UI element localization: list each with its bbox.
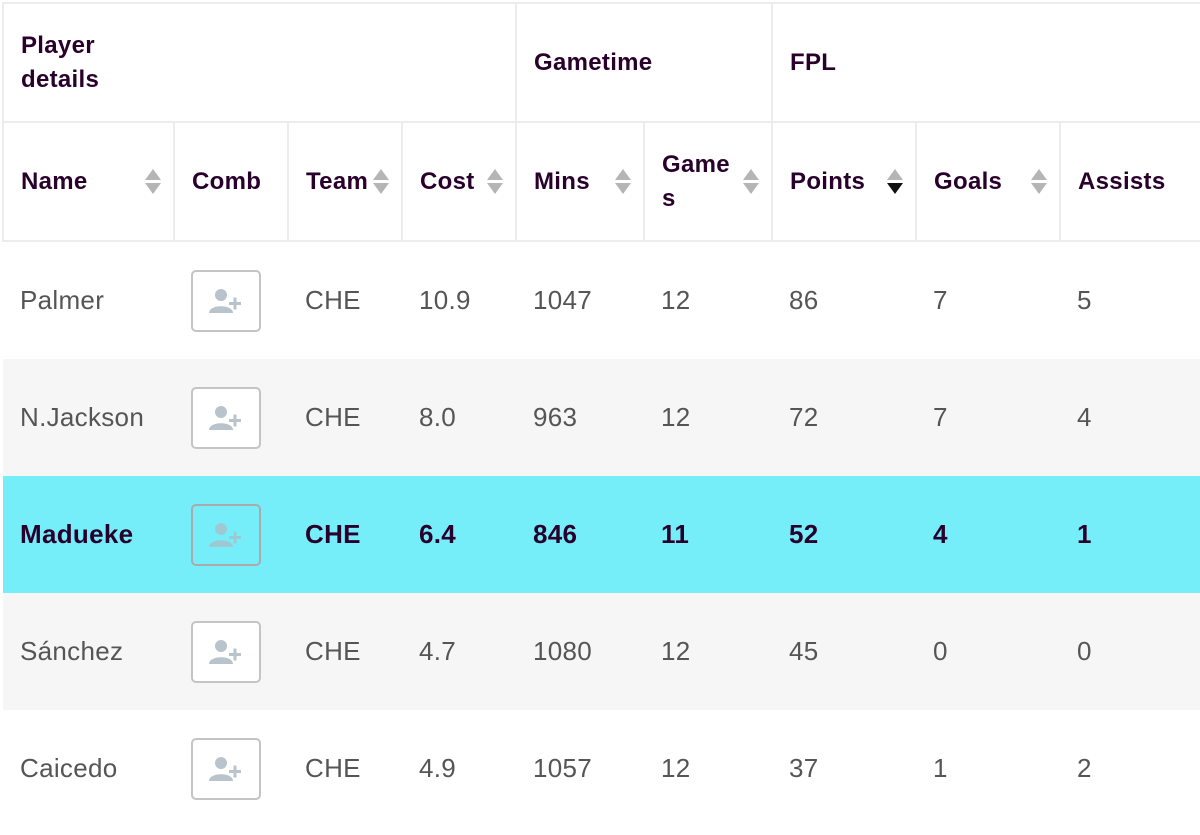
column-header-goals-label: Goals [934,167,1003,195]
assists: 4 [1060,359,1200,476]
sort-icon [487,168,503,195]
player-name: Palmer [3,241,174,359]
add-to-comb-button[interactable] [191,620,261,683]
points: 37 [772,710,917,827]
player-name: Sánchez [3,593,174,710]
cost: 4.9 [402,710,516,827]
add-to-comb-button[interactable] [191,503,261,566]
player-name: N.Jackson [3,359,174,476]
team: CHE [288,593,402,710]
assists: 1 [1060,476,1200,593]
column-header-points[interactable]: Points [771,121,918,242]
mins: 963 [516,359,644,476]
column-header-mins-label: Mins [534,167,590,195]
games: 12 [644,710,773,827]
team: CHE [288,359,402,476]
assists: 0 [1060,593,1200,710]
assists: 2 [1060,710,1200,827]
mins: 1080 [516,593,644,710]
points: 52 [772,476,917,593]
add-to-comb-button[interactable] [191,269,261,332]
add-to-comb-button[interactable] [191,386,261,449]
table-row: N.Jackson CHE 8.0 963 12 72 7 4 [3,359,1200,476]
team: CHE [288,476,402,593]
sort-icon [615,168,631,195]
points: 45 [772,593,917,710]
goals: 4 [916,476,1061,593]
games: 12 [644,593,773,710]
sort-icon [743,168,760,195]
column-header-team-label: Team [306,167,369,195]
column-header-mins[interactable]: Mins [515,121,645,242]
add-user-icon [209,756,241,781]
add-to-comb-button[interactable] [191,737,261,800]
mins: 1047 [516,241,644,359]
column-header-comb: Comb [173,121,289,242]
group-gametime: Gametime [514,2,774,123]
comb-cell [174,593,288,710]
mins: 1057 [516,710,644,827]
cost: 8.0 [402,359,516,476]
goals: 7 [916,359,1061,476]
comb-cell [174,710,288,827]
team: CHE [288,241,402,359]
sort-icon [145,168,161,195]
sort-icon [373,168,389,195]
add-user-icon [209,522,241,547]
add-user-icon [209,288,241,313]
column-header-cost-label: Cost [420,167,475,195]
games: 11 [644,476,773,593]
cost: 10.9 [402,241,516,359]
table-row: Sánchez CHE 4.7 1080 12 45 0 0 [3,593,1200,710]
add-user-icon [209,639,241,664]
column-header-comb-label: Comb [192,167,262,195]
sort-descending-icon [887,168,904,195]
comb-cell [174,476,288,593]
sort-icon [1031,168,1048,195]
player-name: Madueke [3,476,174,593]
comb-cell [174,241,288,359]
table-row-highlighted: Madueke CHE 6.4 846 11 52 4 1 [3,476,1200,593]
points: 72 [772,359,917,476]
group-player-details: Player details [2,2,517,123]
cost: 6.4 [402,476,516,593]
column-header-assists[interactable]: Assists [1059,121,1200,242]
column-header-points-label: Points [790,167,866,195]
goals: 0 [916,593,1061,710]
comb-cell [174,359,288,476]
games: 12 [644,241,773,359]
assists: 5 [1060,241,1200,359]
goals: 1 [916,710,1061,827]
player-name: Caicedo [3,710,174,827]
column-header-assists-label: Assists [1078,167,1166,195]
points: 86 [772,241,917,359]
mins: 846 [516,476,644,593]
column-header-games[interactable]: Games [642,121,774,242]
table-row: Palmer CHE 10.9 1047 12 86 7 5 [3,241,1200,359]
goals: 7 [916,241,1061,359]
games: 12 [644,359,773,476]
column-header-name-label: Name [21,167,88,195]
column-header-games-label: Games [662,150,730,212]
column-group-row: Player details Gametime FPL [2,2,1200,123]
column-header-row: Name Comb Team Cost Mins Games [2,121,1200,242]
column-header-name[interactable]: Name [2,121,175,242]
column-header-team[interactable]: Team [287,121,403,242]
column-header-goals[interactable]: Goals [915,121,1062,242]
table-row: Caicedo CHE 4.9 1057 12 37 1 2 [3,710,1200,827]
team: CHE [288,710,402,827]
group-fpl: FPL [771,2,1200,123]
add-user-icon [209,405,241,430]
cost: 4.7 [402,593,516,710]
column-header-cost[interactable]: Cost [401,121,517,242]
